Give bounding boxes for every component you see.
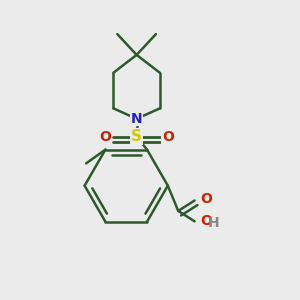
Text: O: O: [200, 192, 212, 206]
Text: H: H: [207, 216, 219, 230]
Text: O: O: [100, 130, 111, 144]
Text: O: O: [200, 214, 212, 228]
Text: S: S: [131, 129, 142, 144]
Text: O: O: [162, 130, 174, 144]
Text: N: N: [131, 112, 142, 126]
